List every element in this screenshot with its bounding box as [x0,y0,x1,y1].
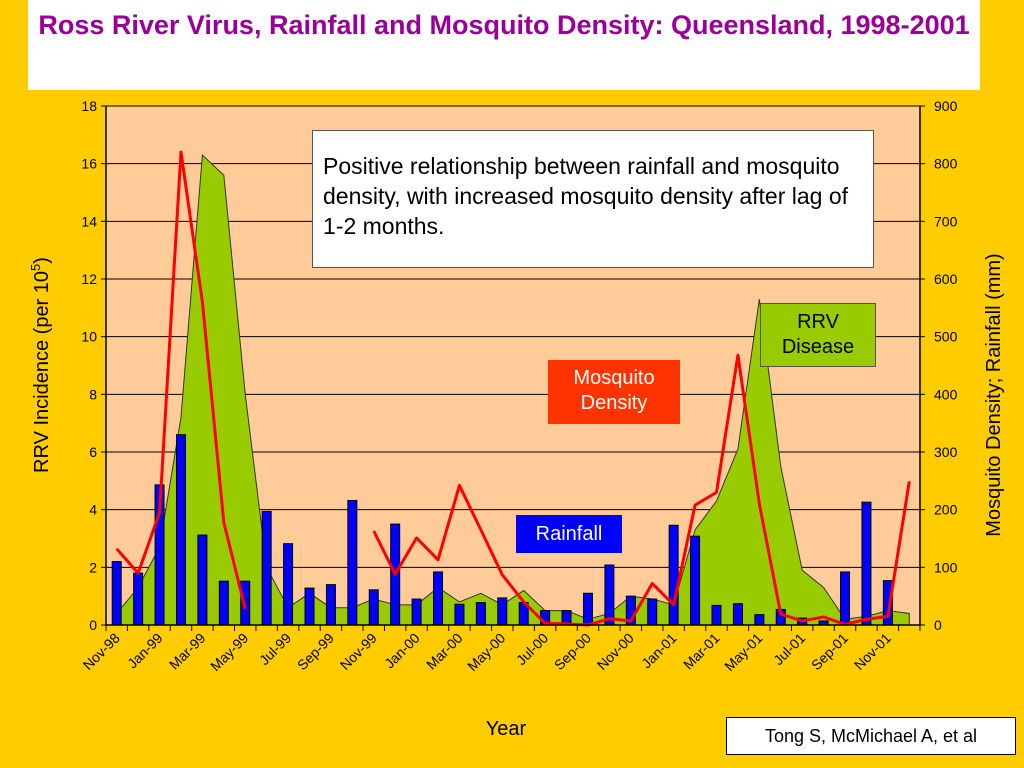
y-left-tick-label: 18 [81,98,97,114]
rainfall-bar [582,592,593,626]
title-banner: Ross River Virus, Rainfall and Mosquito … [28,0,980,90]
rainfall-bar [325,584,336,626]
rainfall-bar [711,604,722,626]
x-tick-label: Mar-00 [423,630,466,673]
x-axis-label: Year [486,718,527,740]
rainfall-label: Rainfall [516,515,622,553]
y-left-tick-label: 4 [89,502,97,518]
x-tick-label: May-00 [464,630,508,674]
rainfall-bar [647,598,658,626]
x-tick-label: Mar-99 [166,630,209,673]
x-tick-label: Nov-98 [80,630,123,673]
y-left-tick-label: 14 [81,213,97,229]
rainfall-bar [454,603,465,626]
rainfall-bar [411,598,422,626]
x-tick-label: Jul-01 [770,630,808,668]
rainfall-bar [861,501,872,626]
chart-axes [101,105,925,631]
y-left-tick-label: 6 [89,444,97,460]
x-tick-label: Mar-01 [680,630,723,673]
x-tick-label: Nov-01 [851,630,894,673]
x-tick-label: Sep-01 [808,630,851,673]
rrv-disease-label: RRV Disease [760,303,876,367]
rainfall-bar [690,535,701,626]
rainfall-bar [475,602,486,626]
y-right-tick-label: 500 [934,329,958,345]
rrv-disease-area [116,153,910,626]
y-left-tick-label: 8 [89,386,97,402]
x-tick-label: May-01 [721,630,765,674]
x-tick-label: Jul-99 [256,630,294,668]
x-tick-label: Sep-00 [551,630,594,673]
rainfall-bar [840,571,851,626]
y-right-tick-label: 900 [934,98,958,114]
rainfall-bar [497,597,508,626]
mosquito-density-line [115,150,911,627]
y-right-tick-label: 0 [934,617,942,633]
x-tick-label: Sep-99 [294,630,337,673]
rainfall-bar [133,572,144,626]
y-left-tick-label: 16 [81,156,97,172]
annotation-note: Positive relationship between rainfall a… [312,130,874,268]
rainfall-bar [283,543,294,626]
rainfall-bar [368,589,379,626]
mosquito-line-segment [372,353,911,627]
rainfall-bar [111,561,122,626]
rainfall-bar [604,564,615,626]
y-right-tick-label: 400 [934,386,958,402]
chart-title: Ross River Virus, Rainfall and Mosquito … [38,10,970,40]
rainfall-bar [754,614,765,626]
rainfall-bar [175,434,186,626]
y-axis-right-label: Mosquito Density; Rainfall (mm) [983,253,1005,536]
y-right-tick-label: 200 [934,502,958,518]
y-left-tick-label: 10 [81,329,97,345]
y-right-tick-label: 300 [934,444,958,460]
x-tick-label: Jan-01 [638,630,680,672]
rainfall-bar [732,603,743,626]
y-left-tick-label: 2 [89,559,97,575]
mosquito-line-segment [115,150,247,610]
credit-box: Tong S, McMichael A, et al [726,717,1016,755]
y-left-tick-label: 0 [89,617,97,633]
x-tick-label: Jan-00 [381,630,423,672]
x-tick-label: Nov-99 [337,630,380,673]
y-axis-left-label: RRV Incidence (per 105) [28,257,53,473]
y-right-tick-label: 800 [934,156,958,172]
rainfall-bar [433,571,444,626]
x-tick-label: Nov-00 [594,630,637,673]
rainfall-bar [347,499,358,626]
rainfall-bar [261,510,272,626]
y-right-tick-label: 100 [934,559,958,575]
y-left-tick-label: 12 [81,271,97,287]
rainfall-bar [668,524,679,626]
rrv-label-line1: RRV [797,311,839,333]
rrv-label-line2: Disease [781,336,855,358]
mosquito-density-label: Mosquito Density [548,360,680,424]
mosquito-label-line2: Density [580,392,648,414]
x-tick-label: Jul-00 [513,630,551,668]
rainfall-bar [218,580,229,626]
x-tick-label: Jan-99 [124,630,166,672]
x-tick-label: May-99 [207,630,251,674]
rainfall-bar [304,587,315,626]
mosquito-label-line1: Mosquito [573,367,655,389]
y-right-tick-label: 600 [934,271,958,287]
y-right-tick-label: 700 [934,213,958,229]
rainfall-bar [197,534,208,626]
